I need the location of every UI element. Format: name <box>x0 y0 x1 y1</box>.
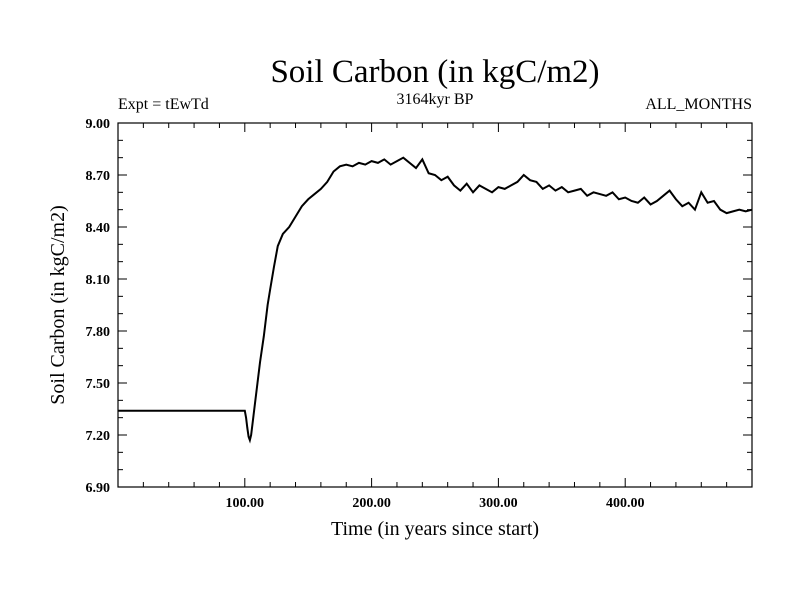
x-tick-label: 100.00 <box>226 496 265 511</box>
y-tick-label: 6.90 <box>86 481 111 496</box>
y-tick-label: 9.00 <box>86 117 111 132</box>
x-tick-label: 200.00 <box>352 496 391 511</box>
subtitle-center: 3164kyr BP <box>397 91 474 108</box>
axis-tick-labels: 100.00 200.00 300.00 400.00 6.90 7.20 7.50 7.80… <box>86 117 645 511</box>
y-tick-label: 7.80 <box>86 325 111 340</box>
y-axis-title: Soil Carbon (in kgC/m2) <box>47 205 69 404</box>
x-axis-title: Time (in years since start) <box>331 518 539 540</box>
x-tick-label: 400.00 <box>606 496 645 511</box>
y-tick-label: 8.10 <box>86 273 111 288</box>
y-tick-label: 7.20 <box>86 429 111 444</box>
subtitle-left: Expt = tEwTd <box>118 96 209 113</box>
axis-ticks <box>117 122 753 488</box>
x-tick-label: 300.00 <box>479 496 518 511</box>
y-tick-label: 8.40 <box>86 221 111 236</box>
subtitle-right: ALL_MONTHS <box>645 96 752 113</box>
y-tick-label: 8.70 <box>86 169 111 184</box>
plot-frame <box>117 122 753 488</box>
chart-title: Soil Carbon (in kgC/m2) <box>270 54 599 90</box>
series-line <box>118 156 753 444</box>
y-tick-label: 7.50 <box>86 377 111 392</box>
